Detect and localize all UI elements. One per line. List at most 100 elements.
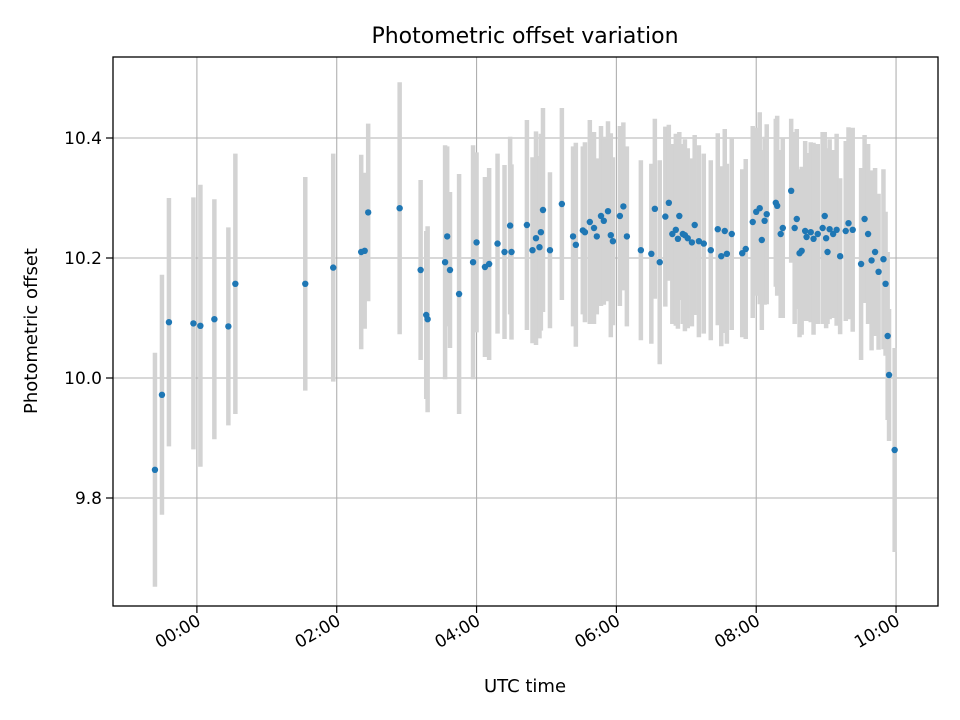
data-point — [857, 260, 865, 268]
x-axis-label: UTC time — [484, 676, 566, 697]
y-tick-label: 10.2 — [64, 249, 102, 269]
y-tick-label: 10.4 — [64, 129, 102, 149]
data-point — [539, 206, 547, 214]
data-point — [721, 227, 728, 235]
data-point — [443, 233, 451, 240]
chart-title: Photometric offset variation — [371, 24, 678, 49]
data-point — [569, 233, 577, 240]
data-point — [590, 224, 598, 232]
data-point — [819, 224, 826, 232]
data-point — [761, 217, 768, 224]
data-point — [151, 466, 159, 473]
data-point — [695, 238, 703, 245]
data-point — [845, 220, 852, 227]
data-point — [807, 229, 814, 236]
data-point — [494, 240, 501, 247]
data-point — [508, 248, 515, 256]
data-point — [669, 230, 676, 238]
data-point — [707, 247, 714, 254]
data-point — [662, 213, 669, 220]
data-point — [506, 222, 514, 229]
data-point — [637, 247, 645, 254]
data-point — [723, 250, 731, 257]
data-point — [779, 224, 786, 232]
data-point — [822, 235, 830, 242]
data-point — [688, 239, 696, 246]
data-point — [523, 221, 531, 229]
data-point — [882, 280, 889, 287]
data-point — [826, 226, 833, 233]
y-axis-ticks: 9.8 10.0 10.2 10.4 — [64, 129, 113, 509]
data-point — [836, 253, 844, 260]
data-point — [880, 256, 887, 263]
data-point — [441, 259, 449, 266]
data-point — [824, 248, 831, 256]
data-point — [600, 217, 608, 224]
data-points — [151, 187, 898, 473]
data-point — [609, 238, 617, 245]
data-point — [884, 332, 891, 340]
data-point — [593, 233, 601, 240]
data-point — [211, 316, 218, 323]
data-point — [165, 319, 173, 326]
data-point — [607, 232, 614, 239]
data-point — [586, 218, 594, 226]
data-point — [787, 187, 795, 194]
data-point — [891, 446, 898, 454]
data-point — [396, 205, 403, 212]
data-point — [763, 211, 770, 218]
y-tick-label: 9.8 — [75, 489, 102, 509]
data-point — [665, 199, 673, 206]
data-point — [572, 241, 580, 248]
data-point — [672, 226, 680, 233]
data-point — [861, 215, 868, 223]
data-point — [875, 268, 882, 275]
y-tick-label: 10.0 — [64, 369, 102, 389]
data-point — [364, 209, 372, 216]
data-point — [656, 259, 663, 266]
data-point — [749, 218, 756, 226]
data-point — [691, 221, 698, 229]
data-point — [714, 226, 721, 233]
data-point — [532, 235, 540, 242]
data-point — [773, 202, 781, 209]
data-point — [558, 200, 566, 208]
data-point — [536, 244, 543, 251]
data-point — [793, 215, 800, 223]
data-point — [485, 260, 493, 268]
data-point — [842, 227, 849, 235]
data-point — [821, 212, 828, 220]
data-point — [777, 230, 784, 238]
data-point — [700, 240, 707, 247]
data-point — [756, 205, 763, 212]
data-point — [616, 212, 624, 220]
data-point — [814, 230, 821, 238]
data-point — [676, 212, 683, 220]
data-point — [604, 208, 612, 215]
data-point — [158, 391, 166, 398]
data-point — [424, 316, 431, 323]
data-point — [446, 266, 454, 274]
data-point — [791, 224, 798, 232]
data-point — [798, 247, 805, 254]
data-point — [810, 235, 817, 242]
data-point — [885, 371, 893, 379]
data-point — [648, 250, 655, 257]
data-point — [684, 235, 691, 242]
data-point — [330, 264, 337, 271]
data-point — [871, 248, 879, 256]
data-point — [651, 205, 659, 212]
data-point — [225, 323, 232, 330]
data-point — [849, 226, 856, 233]
data-point — [232, 280, 239, 287]
data-point — [801, 227, 809, 235]
data-point — [623, 233, 631, 240]
data-point — [829, 230, 837, 238]
data-point — [197, 322, 204, 329]
data-point — [718, 253, 725, 260]
data-point — [674, 235, 682, 242]
data-point — [739, 250, 746, 257]
y-axis-label: Photometric offset — [21, 248, 42, 414]
data-point — [455, 290, 463, 298]
